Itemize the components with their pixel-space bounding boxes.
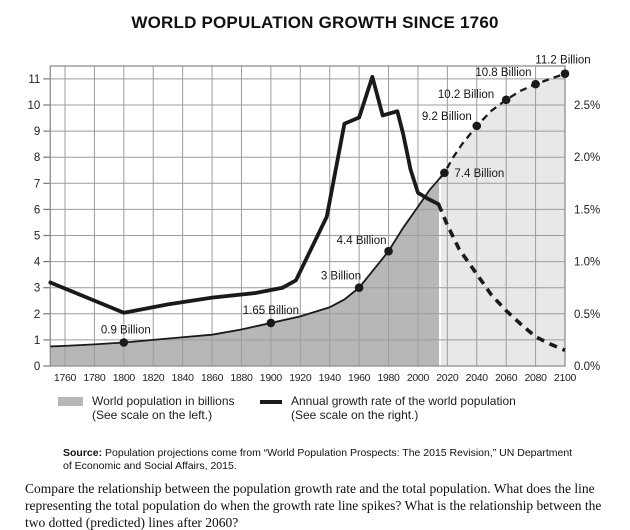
svg-text:2: 2	[34, 309, 40, 321]
svg-text:1820: 1820	[142, 372, 165, 384]
svg-text:1.0%: 1.0%	[574, 257, 600, 269]
svg-text:1940: 1940	[319, 372, 342, 384]
svg-text:3: 3	[34, 283, 40, 295]
svg-text:6: 6	[34, 204, 40, 216]
svg-text:0: 0	[34, 361, 40, 373]
svg-text:2100: 2100	[554, 372, 577, 384]
legend-item-growth-rate: Annual growth rate of the world populati…	[260, 394, 516, 422]
svg-text:0.5%: 0.5%	[574, 309, 600, 321]
legend-growth-sublabel: (See scale on the right.)	[291, 408, 419, 422]
svg-text:8: 8	[34, 152, 40, 164]
svg-text:0.0%: 0.0%	[574, 361, 600, 373]
chart-legend: World population in billions (See scale …	[0, 394, 630, 430]
growth-line-swatch	[260, 400, 282, 404]
svg-text:2.5%: 2.5%	[574, 100, 600, 112]
svg-text:2080: 2080	[525, 372, 548, 384]
legend-population-label: World population in billions	[92, 394, 235, 408]
chart-svg: 0.9 Billion 1.65 Billion 3 Billion 4.4 Bill…	[27, 55, 600, 384]
svg-text:9: 9	[34, 126, 40, 138]
svg-text:3 Billion: 3 Billion	[321, 271, 361, 283]
legend-population-sublabel: (See scale on the left.)	[92, 408, 213, 422]
svg-text:0.9 Billion: 0.9 Billion	[101, 325, 151, 337]
svg-text:2.0%: 2.0%	[574, 152, 600, 164]
legend-growth-label: Annual growth rate of the world populati…	[291, 394, 516, 408]
svg-text:1880: 1880	[230, 372, 253, 384]
svg-text:2060: 2060	[495, 372, 518, 384]
svg-text:10.8 Billion: 10.8 Billion	[475, 67, 531, 79]
svg-text:1.65 Billion: 1.65 Billion	[243, 305, 299, 317]
svg-text:1980: 1980	[377, 372, 400, 384]
svg-text:1800: 1800	[113, 372, 136, 384]
svg-text:4: 4	[34, 257, 41, 269]
source-citation: Source: Population projections come from…	[63, 447, 583, 474]
svg-text:1760: 1760	[54, 372, 77, 384]
svg-text:11: 11	[28, 74, 40, 86]
svg-text:1.5%: 1.5%	[574, 204, 600, 216]
svg-text:7: 7	[34, 178, 40, 190]
svg-text:1900: 1900	[260, 372, 283, 384]
svg-text:2000: 2000	[407, 372, 430, 384]
svg-text:1840: 1840	[172, 372, 195, 384]
chart-title: WORLD POPULATION GROWTH SINCE 1760	[131, 13, 499, 32]
svg-text:1860: 1860	[201, 372, 224, 384]
svg-text:10: 10	[27, 100, 40, 112]
chart-figure: 0.9 Billion 1.65 Billion 3 Billion 4.4 Bill…	[0, 52, 630, 392]
svg-text:9.2 Billion: 9.2 Billion	[422, 111, 472, 123]
svg-text:2040: 2040	[466, 372, 489, 384]
svg-text:1780: 1780	[83, 372, 106, 384]
svg-text:11.2 Billion: 11.2 Billion	[535, 55, 590, 67]
svg-text:2020: 2020	[436, 372, 459, 384]
svg-text:4.4 Billion: 4.4 Billion	[337, 235, 387, 247]
svg-text:10.2 Billion: 10.2 Billion	[438, 89, 494, 101]
legend-item-population: World population in billions (See scale …	[58, 394, 235, 422]
population-area-swatch	[58, 397, 83, 406]
source-text: Population projections come from “World …	[63, 446, 573, 473]
svg-text:1960: 1960	[348, 372, 371, 384]
svg-text:7.4 Billion: 7.4 Billion	[454, 168, 504, 180]
svg-text:1920: 1920	[289, 372, 312, 384]
svg-text:5: 5	[34, 231, 40, 243]
question-text: Compare the relationship between the pop…	[25, 480, 602, 530]
svg-text:1: 1	[34, 335, 40, 347]
source-label: Source:	[63, 446, 103, 459]
